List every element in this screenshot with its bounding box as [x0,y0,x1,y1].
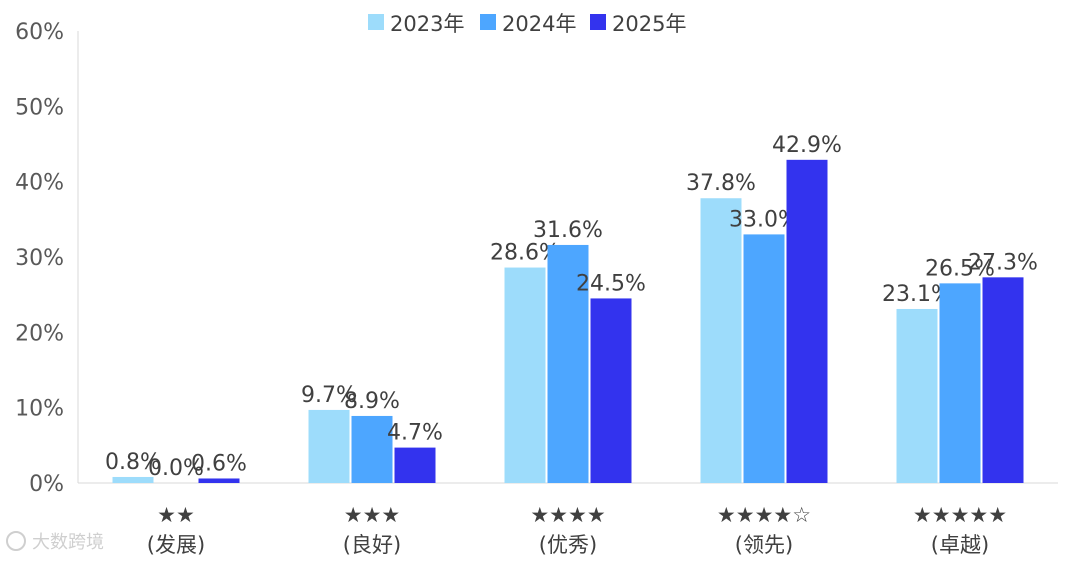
bar [590,298,632,483]
data-label: 27.3% [968,250,1038,275]
legend-swatch [590,14,606,30]
watermark: 大数跨境 [6,528,104,554]
bar [394,447,436,483]
data-label: 24.5% [576,271,646,296]
y-tick-label: 40% [15,171,64,196]
data-label: 4.7% [387,421,443,446]
data-label: 31.6% [533,218,603,243]
data-label: 0.6% [191,451,247,476]
data-label: 8.9% [344,389,400,414]
legend-swatch [368,14,384,30]
category-name-label: (发展) [147,533,205,557]
category-stars-label: ★★ [157,503,195,527]
bar [743,234,785,483]
bar [700,198,742,484]
data-label: 42.9% [772,133,842,158]
category-name-label: (优秀) [539,533,597,557]
y-tick-label: 50% [15,95,64,120]
data-label: 9.7% [301,383,357,408]
bar [351,415,393,483]
category-name-label: (卓越) [931,533,989,557]
y-tick-label: 20% [15,321,64,346]
bar [547,244,589,483]
data-label: 37.8% [686,171,756,196]
bar [198,478,240,483]
category-stars-label: ★★★★ [530,503,605,527]
legend-label: 2023年 [390,12,464,36]
category-name-label: (良好) [343,533,401,557]
data-label: 0.0% [148,456,204,481]
bar [896,308,938,483]
legend-swatch [480,14,496,30]
y-tick-label: 60% [15,20,64,45]
watermark-text: 大数跨境 [32,532,104,553]
logo-icon [6,531,26,551]
bar [112,476,154,483]
bar [939,283,981,483]
y-tick-label: 30% [15,246,64,271]
y-tick-label: 0% [29,472,64,497]
bar [982,277,1024,483]
legend-label: 2025年 [612,12,686,36]
category-name-label: (领先) [735,533,793,557]
bar [504,267,546,483]
category-stars-label: ★★★★☆ [717,503,811,527]
data-label: 0.8% [105,450,161,475]
data-label: 26.5% [925,256,995,281]
bar [786,159,828,483]
category-stars-label: ★★★★★ [913,503,1007,527]
bar [308,409,350,483]
legend-label: 2024年 [502,12,576,36]
y-tick-label: 10% [15,397,64,422]
category-stars-label: ★★★ [344,503,400,527]
